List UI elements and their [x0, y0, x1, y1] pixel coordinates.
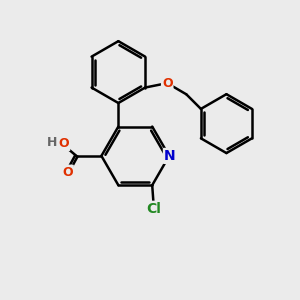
Text: O: O [62, 166, 73, 178]
Text: O: O [59, 137, 69, 150]
Text: Cl: Cl [146, 202, 161, 216]
Text: O: O [162, 76, 172, 90]
Text: H: H [47, 136, 57, 148]
Text: N: N [164, 149, 176, 163]
